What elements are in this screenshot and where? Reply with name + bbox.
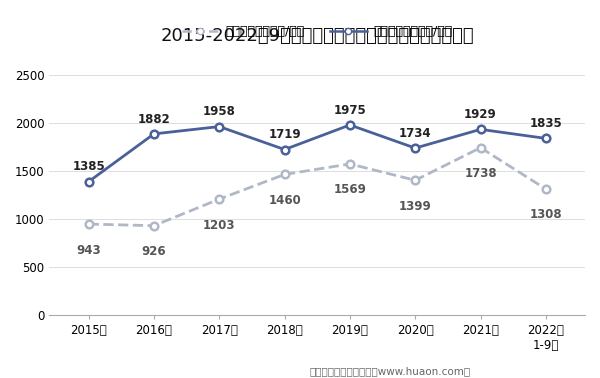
Text: 943: 943 bbox=[76, 243, 101, 257]
Title: 2015-2022年9月安徽省出让地面均价与成交均价对比图: 2015-2022年9月安徽省出让地面均价与成交均价对比图 bbox=[160, 28, 474, 45]
Legend: 出让地面均价（元/㎡）, 成交地面均价（元/㎡）: 出让地面均价（元/㎡）, 成交地面均价（元/㎡） bbox=[177, 20, 458, 43]
Text: 926: 926 bbox=[142, 245, 166, 258]
Text: 1734: 1734 bbox=[399, 127, 431, 140]
Text: 1399: 1399 bbox=[399, 200, 431, 213]
Text: 1835: 1835 bbox=[529, 117, 562, 130]
Text: 1719: 1719 bbox=[268, 128, 301, 141]
Text: 1929: 1929 bbox=[464, 108, 497, 121]
Text: 1385: 1385 bbox=[72, 160, 105, 173]
Text: 1958: 1958 bbox=[203, 105, 236, 118]
Text: 1738: 1738 bbox=[464, 167, 497, 180]
Text: 1203: 1203 bbox=[203, 218, 236, 232]
Text: 制图：华经产业研究院（www.huaon.com）: 制图：华经产业研究院（www.huaon.com） bbox=[310, 366, 470, 376]
Text: 1975: 1975 bbox=[334, 104, 366, 117]
Text: 1460: 1460 bbox=[268, 194, 301, 207]
Text: 1308: 1308 bbox=[530, 208, 562, 222]
Text: 1569: 1569 bbox=[334, 183, 367, 197]
Text: 1882: 1882 bbox=[137, 113, 170, 125]
